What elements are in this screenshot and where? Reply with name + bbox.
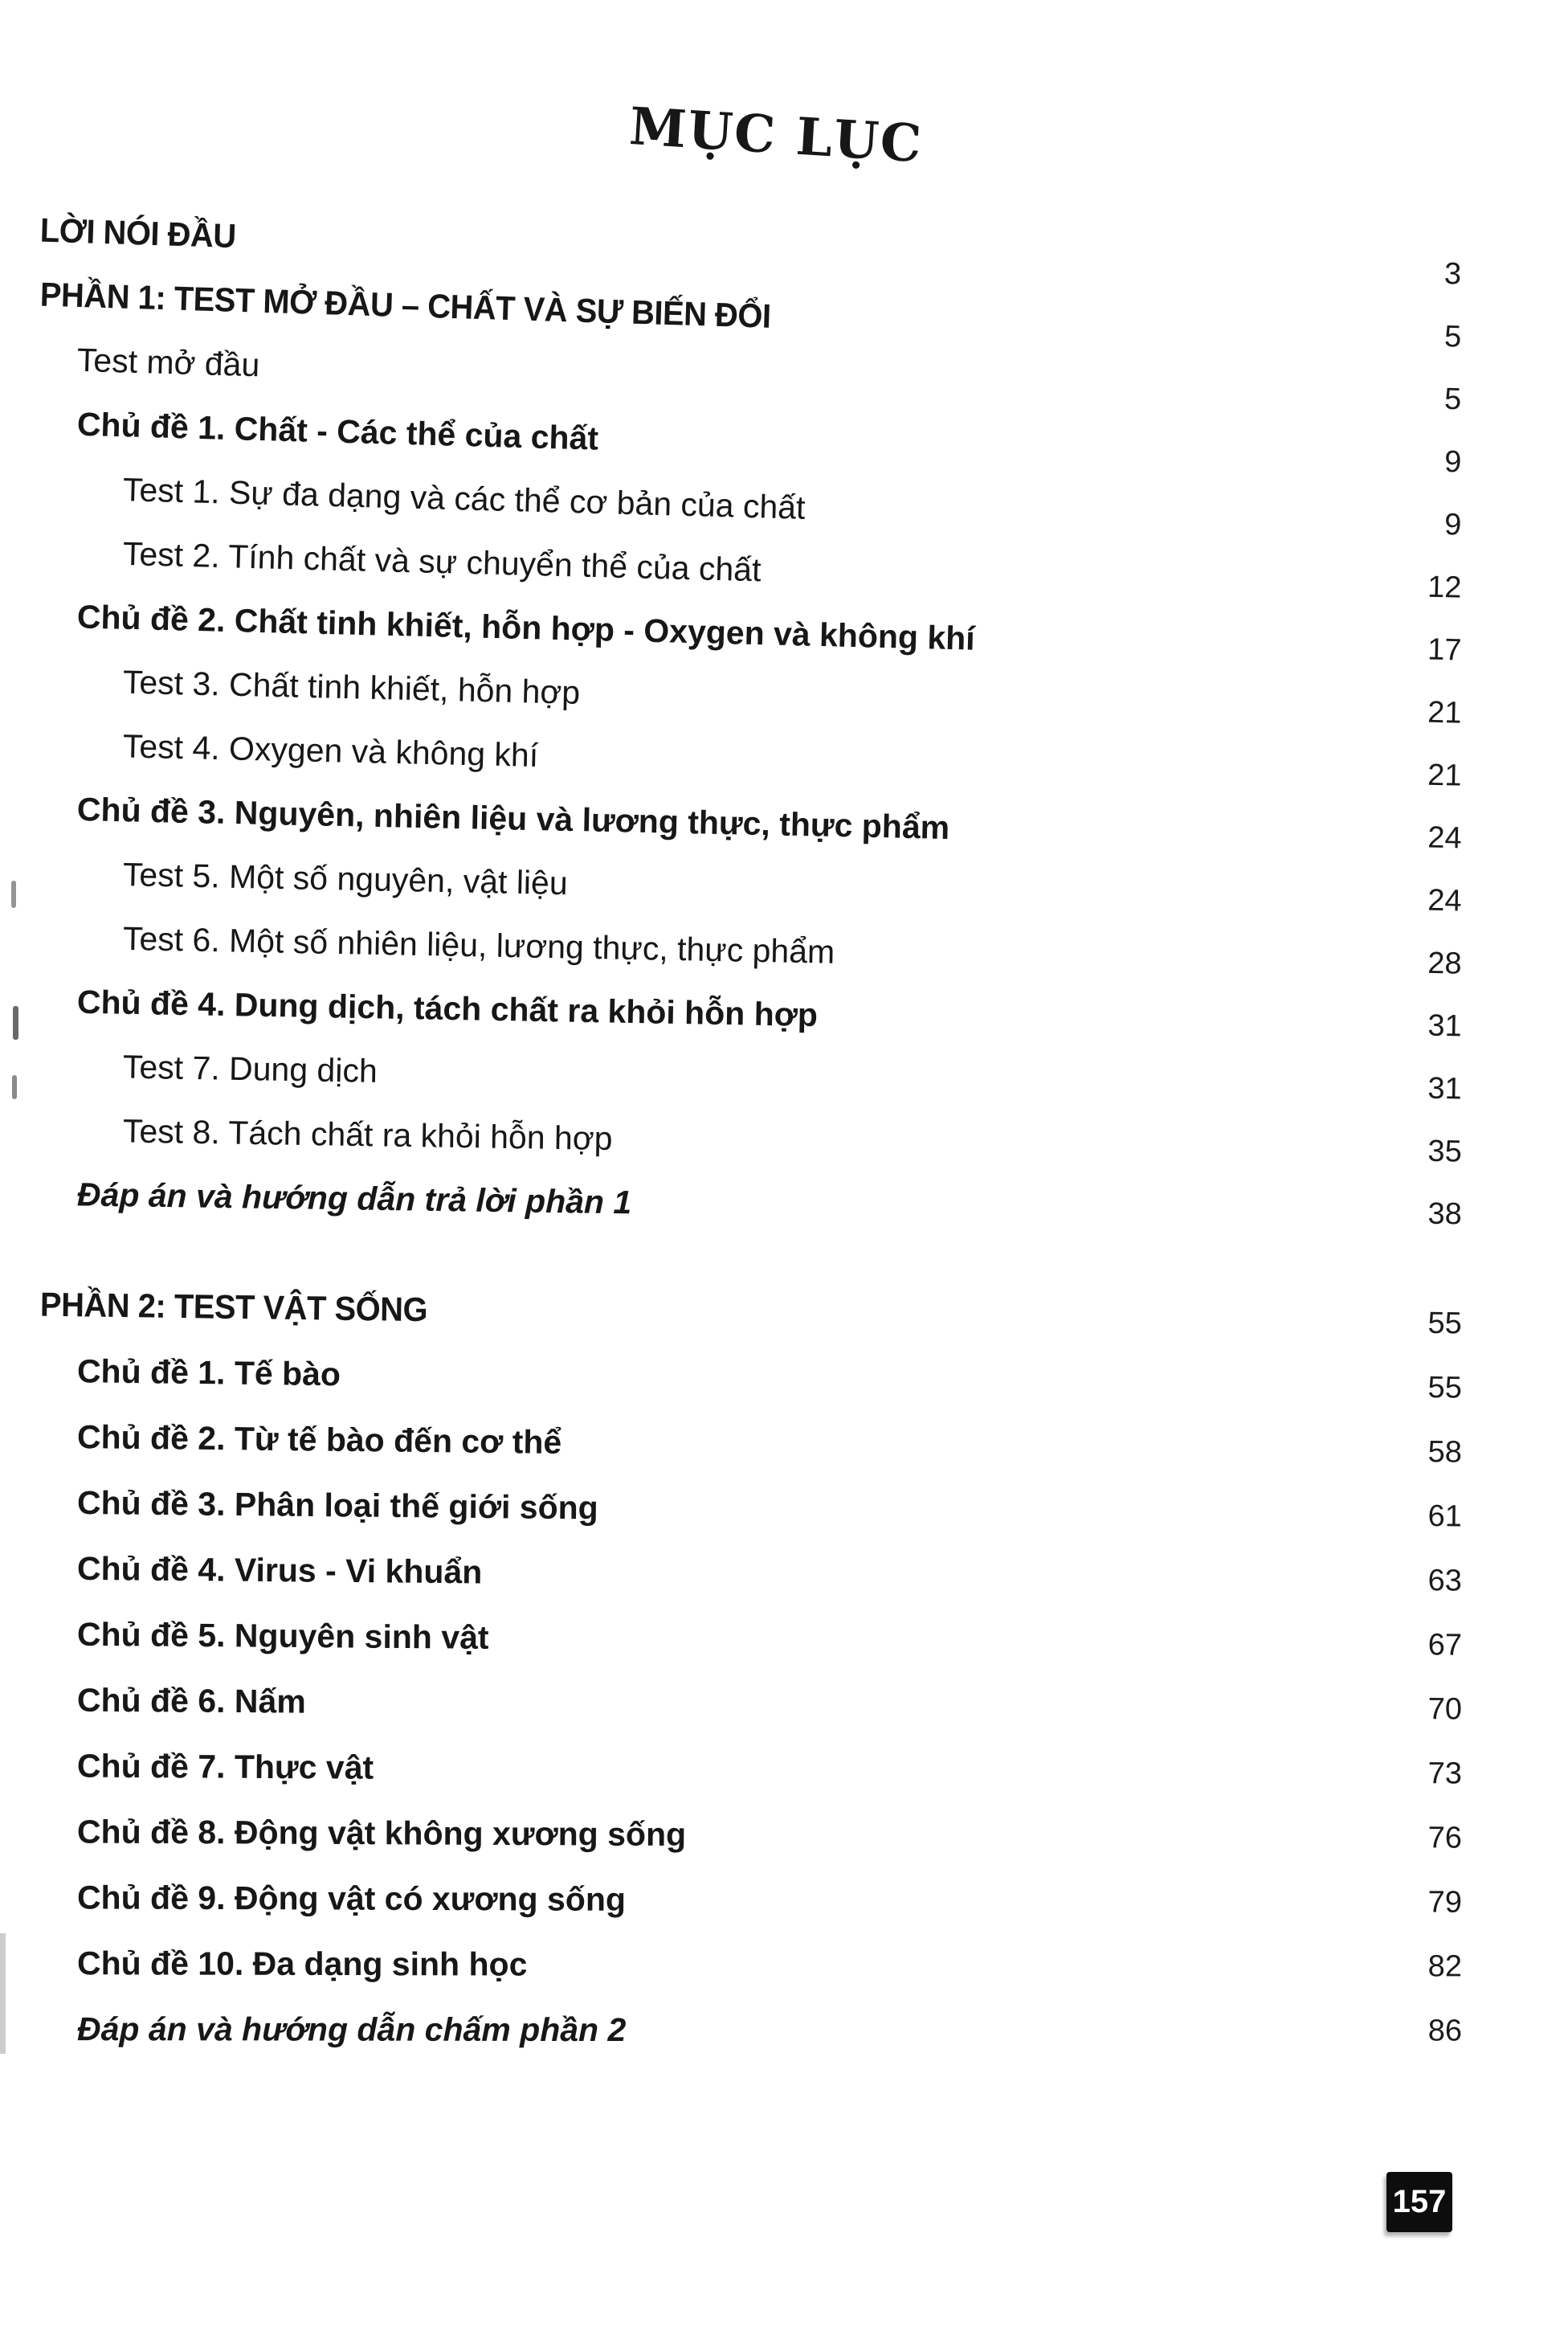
- scan-artifact: [11, 881, 16, 908]
- toc-entry-label: Chủ đề 4. Dung dịch, tách chất ra khỏi h…: [76, 983, 819, 1033]
- toc-entry-label: Test 8. Tách chất ra khỏi hỗn hợp: [122, 1111, 613, 1157]
- scan-artifact: [12, 1075, 17, 1099]
- toc-entry-page-number: 31: [1427, 1071, 1463, 1106]
- toc-entry-page-number: 55: [1427, 1371, 1463, 1405]
- toc-entry-page-number: 76: [1427, 1821, 1463, 1855]
- toc-entry-label: Test 5. Một số nguyên, vật liệu: [122, 855, 569, 902]
- toc-entry-label: Test 4. Oxygen và không khí: [122, 726, 539, 774]
- toc-entry-label: Chủ đề 3. Phân loại thế giới sống: [76, 1483, 598, 1527]
- toc-entry-page-number: 24: [1427, 820, 1463, 856]
- toc-entry-label: Chủ đề 8. Động vật không xương sống: [76, 1812, 687, 1853]
- toc-entry-label: Chủ đề 2. Từ tế bào đến cơ thể: [76, 1417, 562, 1461]
- toc-entry-label: Chủ đề 5. Nguyên sinh vật: [76, 1615, 489, 1656]
- toc-entry-page-number: 5: [1443, 320, 1462, 354]
- toc-entry-label: Chủ đề 6. Nấm: [76, 1681, 306, 1720]
- toc-entry-label: Đáp án và hướng dẫn trả lời phần 1: [76, 1175, 632, 1221]
- toc-entry-page-number: 67: [1427, 1628, 1463, 1662]
- toc-entry-label: Chủ đề 7. Thực vật: [76, 1747, 374, 1786]
- toc-entry-page-number: 55: [1427, 1306, 1463, 1341]
- toc-entry-page-number: 28: [1427, 946, 1463, 981]
- toc-section-1: LỜI NÓI ĐẦU 3 PHẦN 1: TEST MỞ ĐẦU – CHẤT V…: [0, 197, 1568, 1232]
- toc-entry-page-number: 24: [1427, 883, 1463, 918]
- toc-entry-label: Chủ đề 9. Động vật có xương sống: [76, 1878, 627, 1918]
- toc-entry-label: Chủ đề 1. Tế bào: [76, 1352, 341, 1393]
- toc-row: Chủ đề 7. Thực vật 73: [0, 1732, 1568, 1807]
- toc-row: Chủ đề 10. Đa dạng sinh học 82: [0, 1930, 1568, 2000]
- scan-artifact: [0, 1933, 6, 2054]
- toc-entry-label: Đáp án và hướng dẫn chấm phần 2: [76, 2010, 627, 2048]
- toc-entry-label: Chủ đề 4. Virus - Vi khuẩn: [76, 1549, 483, 1590]
- toc-entry-label: Test 1. Sự đa dạng và các thể cơ bản của…: [122, 470, 806, 526]
- toc-entry-label: Test 3. Chất tinh khiết, hỗn hợp: [122, 663, 581, 711]
- toc-entry-label: Chủ đề 10. Đa dạng sinh học: [76, 1944, 528, 1983]
- toc-entry-page-number: 17: [1427, 632, 1462, 668]
- toc-entry-page-number: 21: [1427, 758, 1463, 793]
- toc-row: Đáp án và hướng dẫn chấm phần 2 86: [0, 1996, 1568, 2064]
- toc-entry-label: Test mở đầu: [76, 341, 260, 383]
- page-number-badge: 157: [1386, 2172, 1452, 2232]
- toc-entry-page-number: 9: [1443, 444, 1462, 480]
- toc-entry-label: Chủ đề 2. Chất tinh khiết, hỗn hợp - Oxy…: [76, 597, 976, 657]
- toc-entry-page-number: 21: [1427, 695, 1462, 730]
- scan-artifact: [13, 1006, 18, 1040]
- toc-entry-page-number: 73: [1427, 1756, 1463, 1791]
- toc: LỜI NÓI ĐẦU 3 PHẦN 1: TEST MỞ ĐẦU – CHẤT V…: [0, 197, 1568, 2062]
- toc-entry-page-number: 79: [1427, 1885, 1463, 1920]
- page-title: MỤC LỤC: [627, 96, 925, 174]
- toc-entry-label: Test 2. Tính chất và sự chuyển thể của c…: [122, 534, 762, 588]
- toc-entry-label: Chủ đề 3. Nguyên, nhiên liệu và lương th…: [76, 790, 950, 846]
- toc-entry-page-number: 86: [1427, 2014, 1463, 2048]
- toc-entry-page-number: 58: [1427, 1435, 1463, 1470]
- toc-entry-page-number: 70: [1427, 1692, 1463, 1727]
- toc-entry-page-number: 3: [1443, 256, 1462, 292]
- toc-entry-page-number: 9: [1443, 508, 1462, 542]
- toc-entry-page-number: 31: [1427, 1008, 1463, 1044]
- toc-row: Chủ đề 6. Nấm 70: [0, 1667, 1568, 1743]
- toc-entry-label: Test 7. Dung dịch: [122, 1048, 378, 1090]
- toc-entry-label: Test 6. Một số nhiên liệu, lương thực, t…: [122, 919, 835, 971]
- toc-entry-page-number: 82: [1427, 1949, 1463, 1984]
- toc-entry-page-number: 35: [1427, 1134, 1463, 1169]
- toc-entry-page-number: 12: [1427, 570, 1462, 605]
- toc-entry-page-number: 38: [1427, 1196, 1463, 1232]
- toc-entry-page-number: 5: [1443, 382, 1462, 417]
- page-title-text: MỤC LỤC: [627, 96, 925, 175]
- toc-row: Chủ đề 8. Động vật không xương sống 76: [0, 1798, 1568, 1871]
- toc-entry-page-number: 63: [1427, 1564, 1463, 1598]
- toc-entry-label: PHẦN 2: TEST VẬT SỐNG: [39, 1285, 428, 1329]
- toc-row: Chủ đề 9. Động vật có xương sống 79: [0, 1864, 1568, 1936]
- toc-entry-label: Chủ đề 1. Chất - Các thể của chất: [76, 405, 599, 457]
- toc-entry-label: LỜI NÓI ĐẦU: [39, 211, 237, 256]
- toc-entry-page-number: 61: [1427, 1499, 1463, 1534]
- toc-section-2: PHẦN 2: TEST VẬT SỐNG 55 Chủ đề 1. Tế bào 5…: [0, 1271, 1568, 2062]
- toc-entry-label: PHẦN 1: TEST MỞ ĐẦU – CHẤT VÀ SỰ BIẾN ĐỔ…: [39, 275, 772, 335]
